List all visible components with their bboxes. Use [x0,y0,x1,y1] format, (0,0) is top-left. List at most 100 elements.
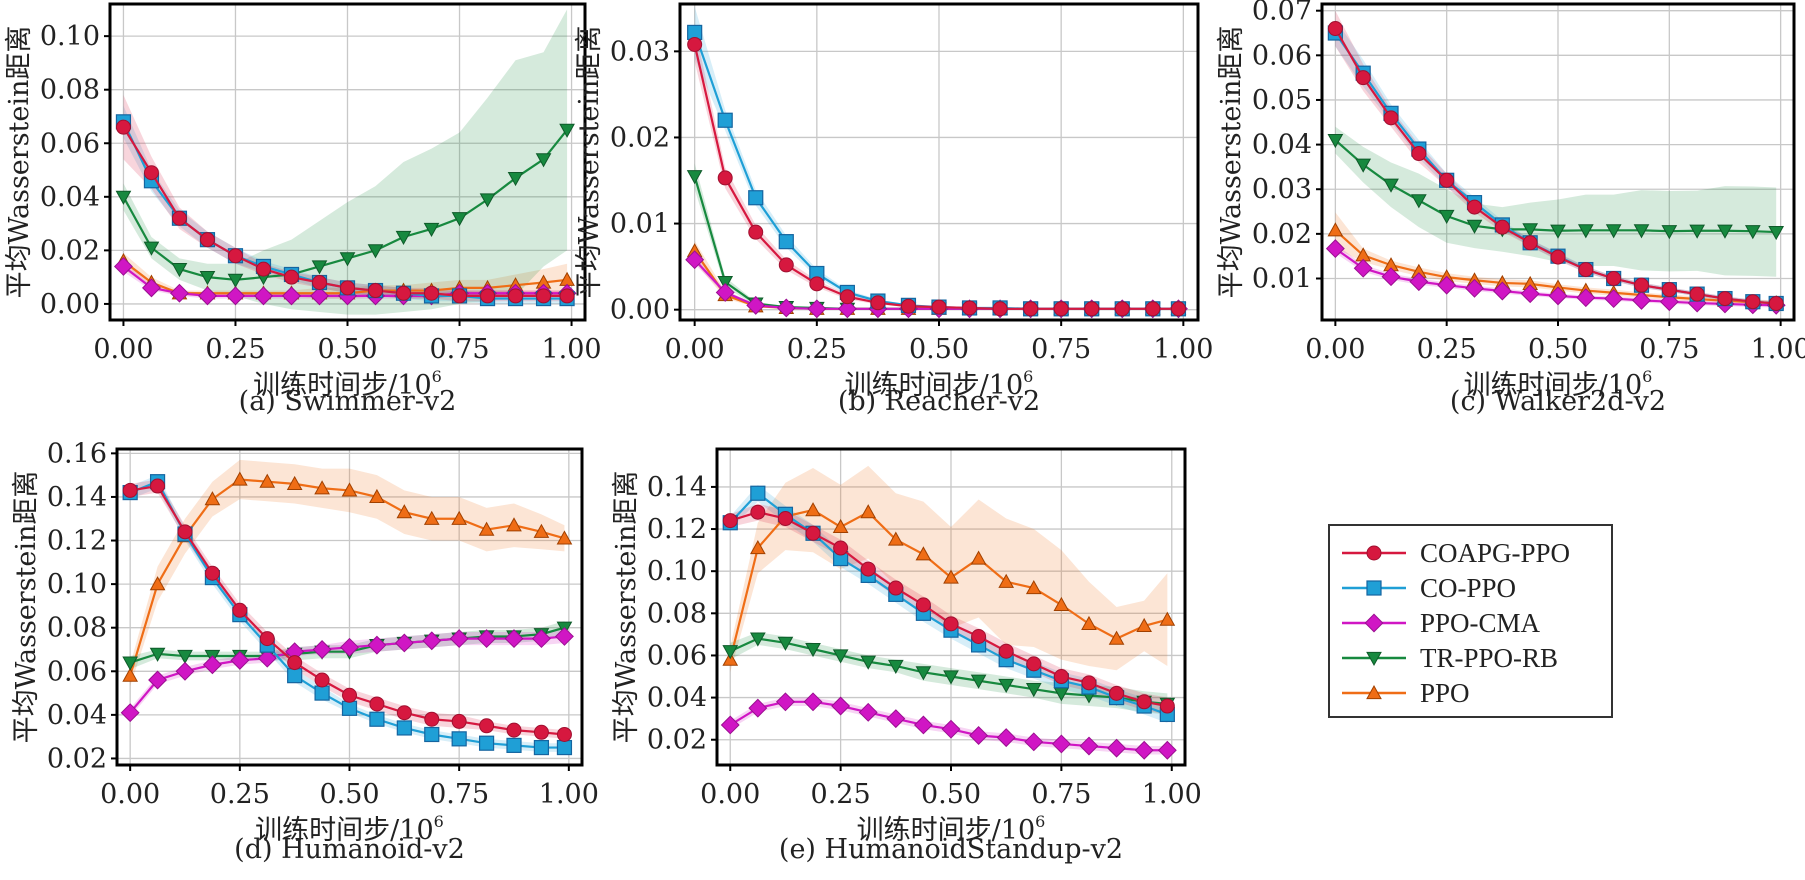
data-point [860,561,876,577]
data-point [150,478,166,494]
y-tick-label: 0.04 [40,182,100,213]
series-band [1335,19,1777,306]
x-tick-label: 0.00 [665,334,725,365]
data-point [722,645,739,660]
data-point [533,724,549,740]
y-tick-label: 0.05 [1252,85,1312,116]
y-tick-label: 0.08 [47,613,107,644]
data-point [424,711,440,727]
y-tick-label: 0.14 [47,482,107,513]
data-point [122,656,139,671]
data-point [943,670,959,685]
data-point [717,112,733,128]
data-point [1522,223,1539,238]
data-point [805,525,821,541]
chart-panel: 0.00 0.25 0.50 0.75 1.00 0.01 0.02 0.03 0.04 0.05… [1216,0,1805,417]
data-point [311,275,327,291]
data-point [860,655,877,670]
chart-panel: 0.00 0.25 0.50 0.75 1.00 0.00 0.01 0.02 0.03平均Wa… [574,2,1213,417]
series-band [694,6,1179,310]
y-tick-label: 0.08 [40,75,100,106]
data-point [996,728,1016,748]
data-point [1136,694,1152,710]
legend-label: PPO-CMA [1420,607,1541,638]
data-point [554,626,574,646]
data-point [1108,630,1125,645]
data-point [837,299,857,319]
data-point [504,629,524,649]
legend-line-square-icon [1342,580,1406,596]
data-point [943,616,959,632]
data-point [1717,224,1733,239]
x-tick-label: 0.00 [93,334,153,365]
y-tick-label: 0.04 [647,683,707,714]
x-tick-label: 0.00 [700,779,760,810]
data-point [750,485,766,501]
x-tick-label: 0.25 [787,334,847,365]
y-tick-label: 0.03 [1252,174,1312,205]
data-point [171,210,187,226]
data-point [749,539,766,555]
chart-caption: (b) Reacher-v2 [838,386,1040,417]
y-tick-label: 0.14 [647,472,707,503]
data-point [1633,224,1650,239]
y-tick-label: 0.02 [1252,219,1312,250]
data-point [1381,267,1401,287]
data-point [559,288,575,304]
data-point [1136,617,1153,633]
data-point [1383,110,1399,126]
data-point [1438,209,1455,225]
data-point [122,482,138,498]
data-point [832,649,849,664]
x-axis-label: 训练时间步/106 [857,812,1046,846]
data-point [175,661,195,681]
data-point [478,735,495,751]
data-point [449,629,469,649]
data-point [720,715,740,735]
data-point [998,573,1015,588]
data-point [394,633,414,653]
x-axis-label: 训练时间步/106 [253,367,442,401]
y-tick-label: 0.01 [610,209,670,240]
y-tick-label: 0.02 [647,725,707,756]
series-line [693,44,1179,310]
data-point [1145,301,1161,317]
data-point [227,273,244,288]
data-point [199,232,215,248]
series-band [694,163,1179,310]
data-point [1023,301,1039,317]
data-point [254,286,273,306]
data-point [1689,224,1706,239]
legend-marker [1366,684,1382,700]
data-point [424,285,440,301]
data-point [339,252,356,267]
x-tick-label: 0.25 [205,334,265,365]
data-point [858,702,878,722]
data-point [777,636,794,651]
data-point [423,510,440,525]
data-point [1025,683,1042,698]
x-tick-label: 1.00 [1153,334,1213,365]
data-point [451,713,467,729]
chart-caption: (e) HumanoidStandup-v2 [779,834,1123,865]
data-point [531,629,551,649]
y-tick-label: 0.02 [40,235,100,266]
data-point [423,222,440,237]
y-tick-label: 0.00 [610,295,670,326]
data-point [341,482,358,497]
data-point [1114,301,1130,317]
data-point [115,190,132,205]
data-point [900,298,916,314]
data-point [1550,249,1566,265]
x-tick-label: 0.50 [317,334,377,365]
legend-line-triangle-up-icon [1342,684,1406,700]
data-point [1170,301,1186,317]
data-point [1745,294,1761,310]
data-point [113,256,133,276]
data-point [286,475,303,490]
series-band [730,465,1168,673]
data-point [1633,277,1649,293]
data-point [556,726,572,742]
y-tick-label: 0.01 [1252,263,1312,294]
data-point [395,230,412,246]
